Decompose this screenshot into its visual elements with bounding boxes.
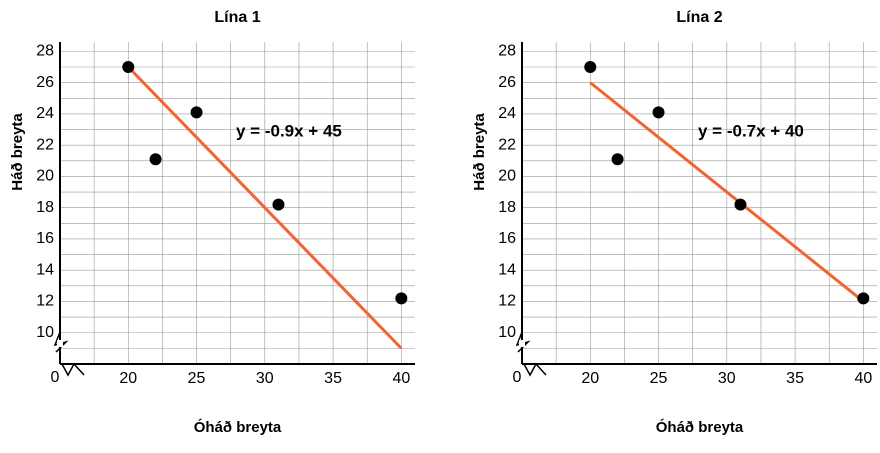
fit-line: [127, 65, 403, 350]
x-tick-label: 30: [718, 370, 736, 387]
data-point: [734, 198, 747, 211]
x-axis-label: Óháð breyta: [656, 418, 744, 436]
x-axis-label: Óháð breyta: [194, 418, 282, 436]
y-tick-label: 16: [498, 230, 516, 247]
y-axis-label: Háð breyta: [9, 113, 26, 191]
chart-title: Lína 1: [214, 9, 260, 26]
y-tick-label: 22: [36, 136, 54, 153]
data-point: [611, 153, 624, 166]
x-tick-label: 35: [786, 370, 804, 387]
y-tick-label: 24: [36, 105, 54, 122]
fit-line: [589, 81, 865, 303]
y-tick-label: 22: [498, 136, 516, 153]
x-tick-label: 25: [188, 370, 206, 387]
data-point: [584, 61, 597, 74]
y-tick-label: 12: [498, 293, 516, 310]
y-tick-label: 18: [498, 199, 516, 216]
y-tick-label: 14: [498, 261, 516, 278]
y-tick-label: 26: [36, 74, 54, 91]
y-tick-label: 28: [498, 43, 516, 60]
y-tick-label: 10: [36, 324, 54, 341]
axis-break: [61, 362, 85, 377]
axis-break-gap: [519, 340, 525, 347]
data-point: [272, 198, 285, 211]
y-tick-label: 14: [36, 261, 54, 278]
y-tick-label: 20: [36, 168, 54, 185]
data-point: [149, 153, 162, 166]
x-tick-label: 20: [581, 370, 599, 387]
data-point: [857, 292, 870, 305]
data-point: [652, 106, 665, 119]
y-tick-label: 16: [36, 230, 54, 247]
x-tick-label: 35: [324, 370, 342, 387]
x-tick-label: 20: [119, 370, 137, 387]
equation-label: y = -0.7x + 40: [698, 121, 804, 140]
y-tick-label: 24: [498, 105, 516, 122]
x-tick-label: 40: [854, 370, 872, 387]
data-point: [190, 106, 203, 119]
origin-label: 0: [513, 369, 522, 386]
y-tick-label: 10: [498, 324, 516, 341]
data-point: [395, 292, 408, 305]
equation-label: y = -0.9x + 45: [236, 121, 342, 140]
x-tick-label: 30: [256, 370, 274, 387]
y-axis-label: Háð breyta: [471, 113, 488, 191]
y-tick-label: 28: [36, 43, 54, 60]
axis-break: [523, 362, 547, 377]
y-tick-label: 12: [36, 293, 54, 310]
axis-break-gap: [57, 340, 63, 347]
chart-title: Lína 2: [676, 9, 722, 26]
x-tick-label: 40: [392, 370, 410, 387]
y-tick-label: 26: [498, 74, 516, 91]
data-point: [122, 61, 135, 74]
y-tick-label: 18: [36, 199, 54, 216]
origin-label: 0: [51, 369, 60, 386]
x-tick-label: 25: [650, 370, 668, 387]
y-tick-label: 20: [498, 168, 516, 185]
